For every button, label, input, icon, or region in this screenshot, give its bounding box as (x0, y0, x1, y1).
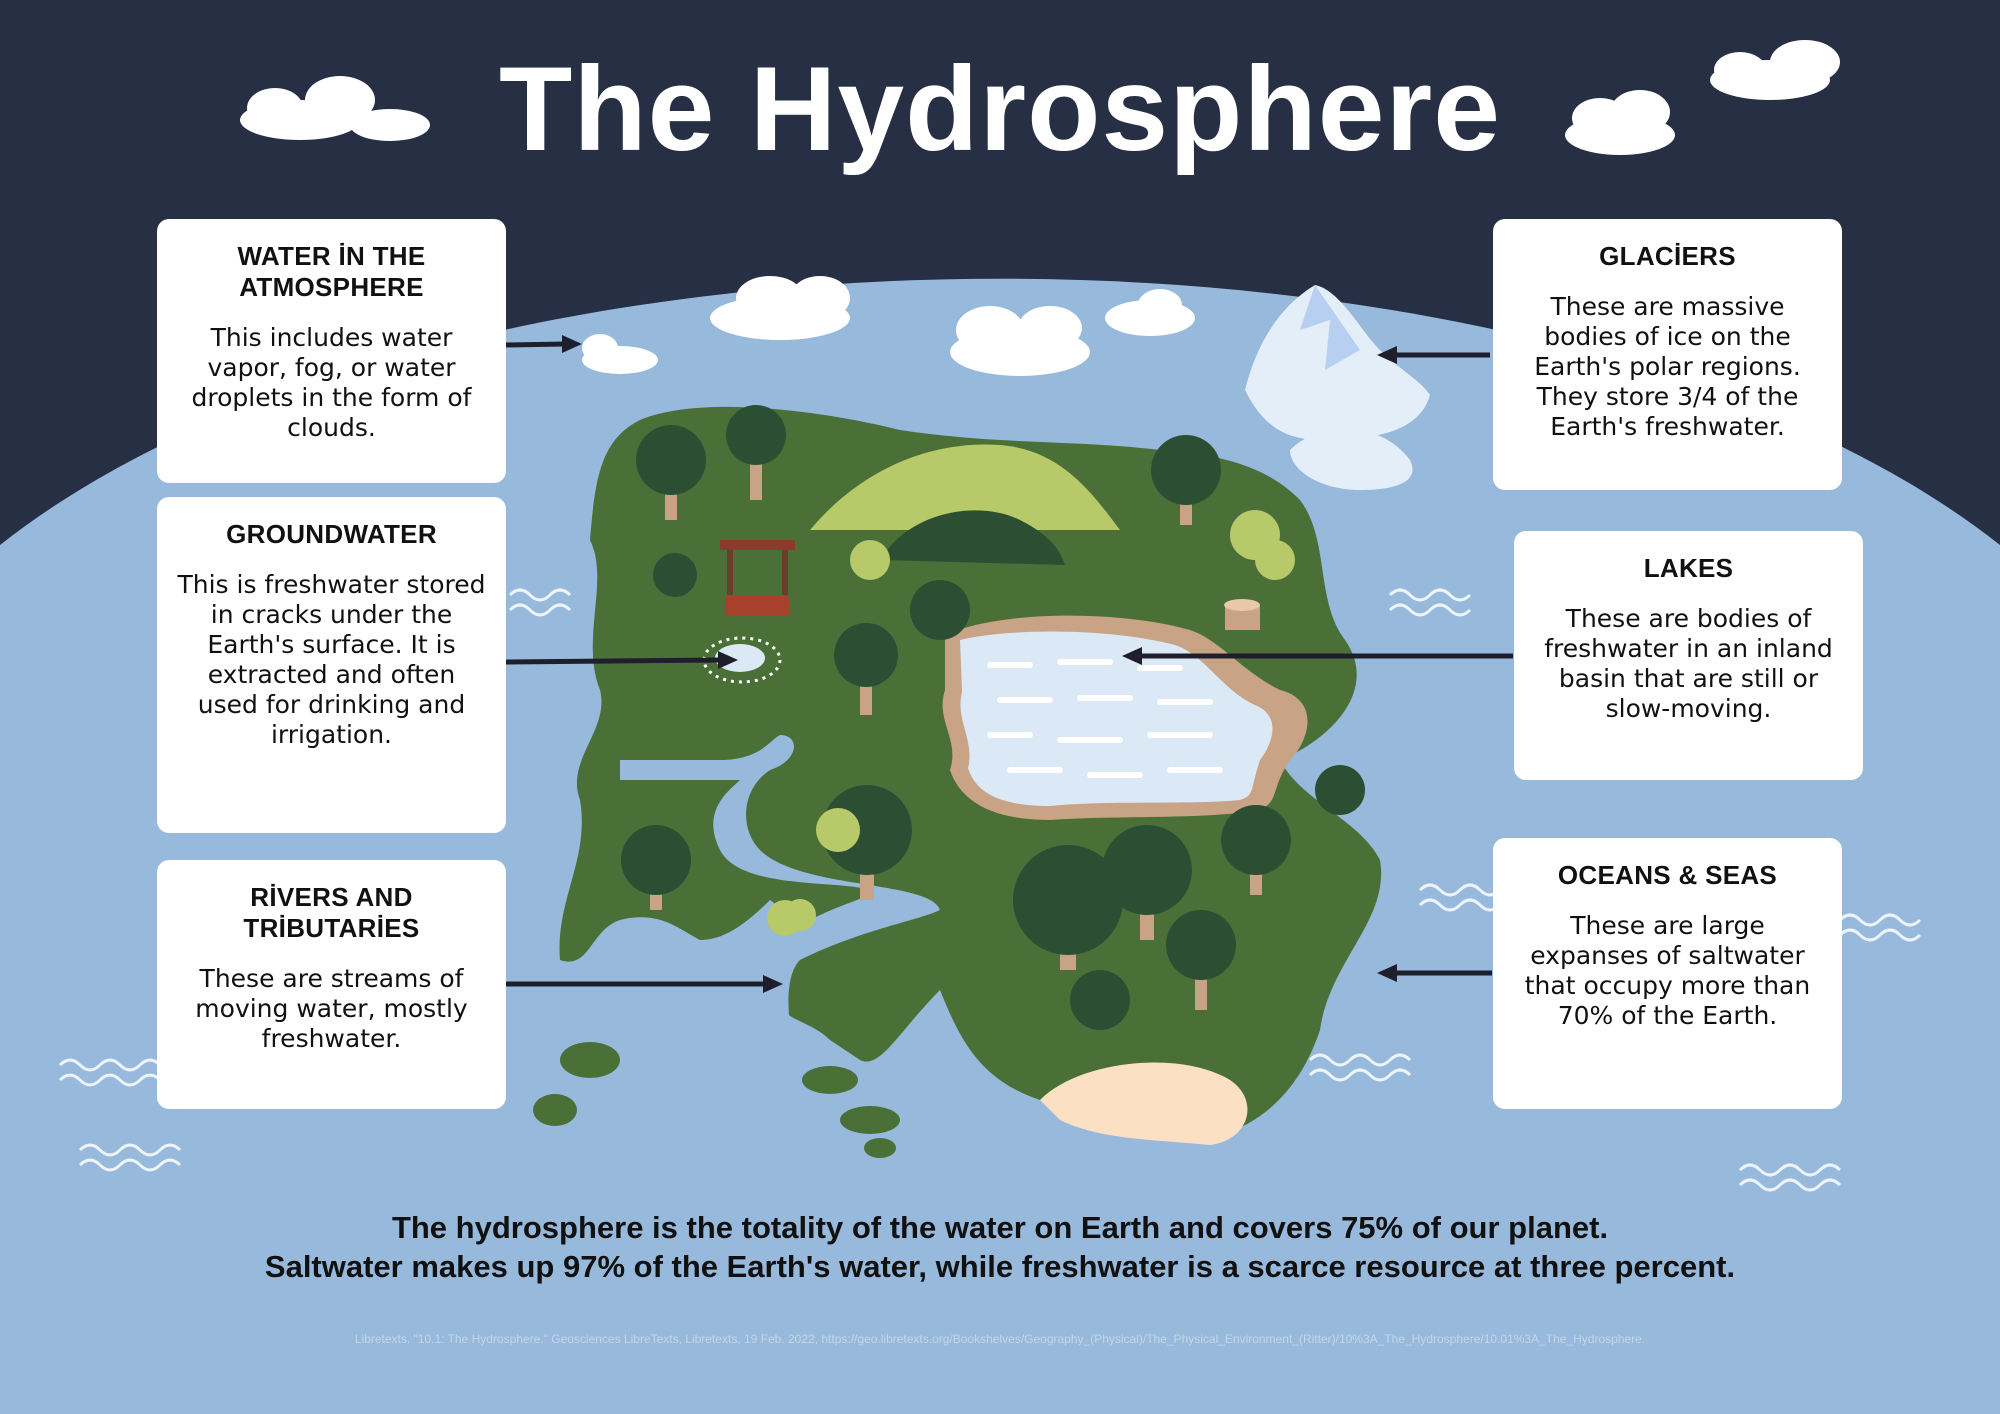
card-lakes: LAKES These are bodies of freshwater in … (1514, 531, 1863, 780)
card-glaciers: GLACİERS These are massive bodies of ice… (1493, 219, 1842, 490)
card-heading: GROUNDWATER (226, 519, 437, 549)
lake-ripples (987, 659, 1223, 778)
cloud-icon (240, 40, 1840, 376)
lake (960, 631, 1273, 806)
arrow-icon (504, 335, 1513, 993)
citation: Libretexts. "10.1: The Hydrosphere." Geo… (354, 1332, 1646, 1346)
card-body: These are streams of moving water, mostl… (195, 964, 468, 1053)
card-water-in-atmosphere: WATER İN THE ATMOSPHERE This includes wa… (157, 219, 506, 483)
beach (1040, 1062, 1248, 1145)
summary-text: The hydrosphere is the totality of the w… (0, 1208, 2000, 1286)
well-icon (702, 540, 795, 684)
stump-icon (1224, 599, 1260, 630)
card-rivers-tributaries: RİVERS AND TRİBUTARİES These are streams… (157, 860, 506, 1109)
bush-icon (767, 510, 1295, 936)
small-island (560, 1042, 620, 1078)
card-body: These are large expanses of saltwater th… (1524, 911, 1811, 1030)
tree-icon (621, 405, 1365, 1030)
card-body: This is freshwater stored in cracks unde… (177, 570, 486, 749)
summary-line: Saltwater makes up 97% of the Earth's wa… (264, 1249, 1736, 1284)
mountain-shadow (880, 510, 1065, 565)
card-body: This includes water vapor, fog, or water… (191, 323, 472, 442)
card-body: These are massive bodies of ice on the E… (1534, 292, 1801, 441)
small-island (840, 1106, 900, 1134)
card-groundwater: GROUNDWATER This is freshwater stored in… (157, 497, 506, 833)
river (620, 735, 940, 1075)
card-body: These are bodies of freshwater in an inl… (1544, 604, 1833, 723)
wave-icon (58, 588, 1922, 1192)
card-heading: LAKES (1643, 553, 1734, 583)
small-island (533, 1094, 577, 1126)
glacier-icon (1245, 285, 1430, 490)
summary-line: The hydrosphere is the totality of the w… (391, 1210, 1609, 1245)
page-title: The Hydrosphere (499, 42, 1501, 176)
card-heading: GLACİERS (1599, 241, 1736, 271)
card-oceans-seas: OCEANS & SEAS These are large expanses o… (1493, 838, 1842, 1109)
small-island (864, 1138, 896, 1158)
card-heading: OCEANS & SEAS (1557, 860, 1778, 890)
small-island (802, 1066, 858, 1094)
card-heading: RİVERS AND TRİBUTARİES (243, 882, 420, 943)
card-heading: WATER İN THE ATMOSPHERE (237, 241, 426, 302)
mountain (810, 444, 1120, 530)
